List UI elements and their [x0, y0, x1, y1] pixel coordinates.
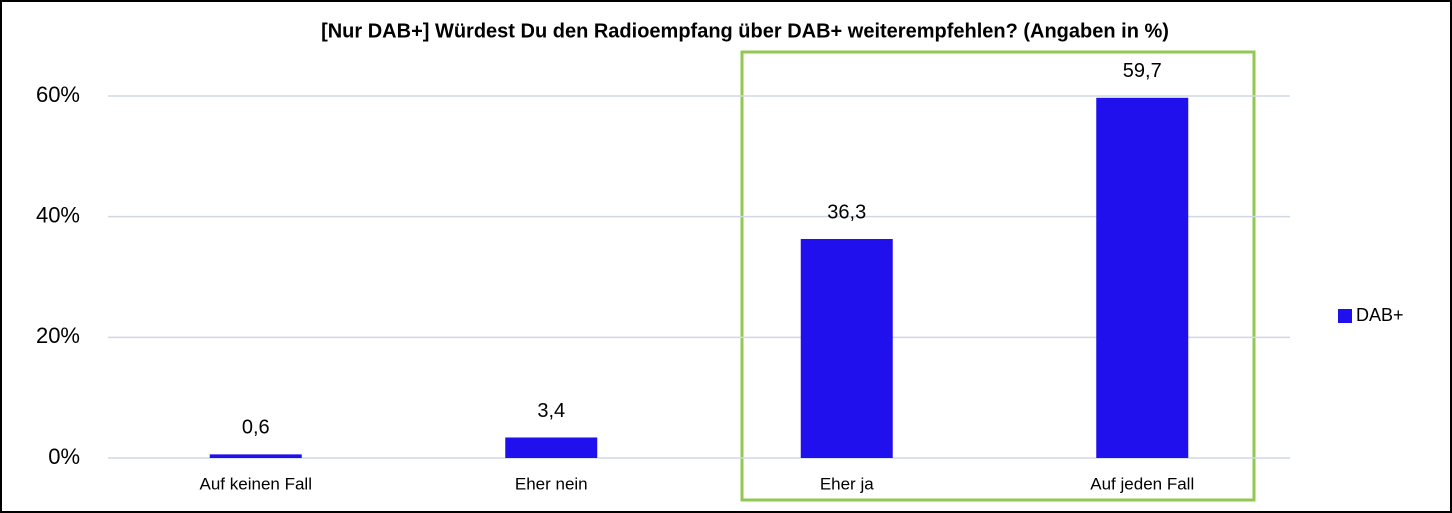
x-tick-label: Eher ja	[820, 474, 874, 493]
chart-title: [Nur DAB+] Würdest Du den Radioempfang ü…	[321, 20, 1169, 42]
data-label: 0,6	[242, 417, 270, 439]
y-tick-label: 40%	[36, 202, 80, 227]
y-tick-label: 60%	[36, 82, 80, 107]
x-tick-label: Auf jeden Fall	[1090, 474, 1194, 493]
x-tick-label: Eher nein	[515, 474, 588, 493]
data-label: 36,3	[827, 201, 866, 223]
bar	[1096, 97, 1189, 458]
bar	[209, 454, 302, 458]
bar	[800, 238, 893, 458]
bar	[505, 437, 598, 458]
data-label: 59,7	[1123, 60, 1162, 82]
y-tick-label: 0%	[48, 444, 80, 469]
data-label: 3,4	[537, 400, 565, 422]
y-tick-label: 20%	[36, 323, 80, 348]
highlight-box	[740, 50, 1256, 502]
x-tick-label: Auf keinen Fall	[200, 474, 312, 493]
legend-swatch	[1338, 309, 1352, 323]
legend-label: DAB+	[1356, 305, 1404, 325]
